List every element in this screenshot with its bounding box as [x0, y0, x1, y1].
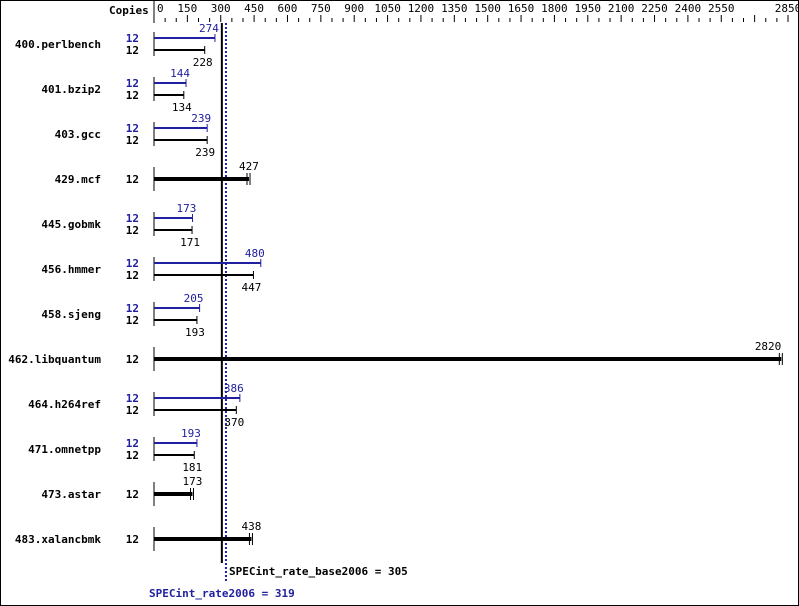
base-value-label: 173 [183, 475, 203, 488]
peak-value-label: 274 [199, 22, 219, 35]
base-copies: 12 [126, 89, 139, 102]
base-value-label: 2820 [755, 340, 782, 353]
axis-tick-label: 150 [177, 2, 197, 15]
base-value-label: 193 [185, 326, 205, 339]
base-copies: 12 [126, 488, 139, 501]
peak-copies: 12 [126, 437, 139, 450]
benchmark-name: 473.astar [41, 488, 101, 501]
axis-label: Copies [109, 4, 149, 17]
base-value-label: 181 [182, 461, 202, 474]
axis-tick-label: 1350 [441, 2, 468, 15]
base-copies: 12 [126, 353, 139, 366]
axis-tick-label: 2550 [708, 2, 735, 15]
peak-value-label: 205 [184, 292, 204, 305]
base-copies: 12 [126, 269, 139, 282]
peak-value-label: 480 [245, 247, 265, 260]
axis-tick-label: 600 [278, 2, 298, 15]
benchmark-name: 403.gcc [55, 128, 101, 141]
base-copies: 12 [126, 173, 139, 186]
peak-value-label: 386 [224, 382, 244, 395]
axis-tick-label: 750 [311, 2, 331, 15]
axis-tick-label: 2850 [775, 2, 798, 15]
benchmark-name: 401.bzip2 [41, 83, 101, 96]
base-copies: 12 [126, 449, 139, 462]
benchmark-name: 471.omnetpp [28, 443, 101, 456]
peak-summary-label: SPECint_rate2006 = 319 [149, 587, 295, 600]
peak-copies: 12 [126, 77, 139, 90]
axis-tick-label: 0 [157, 2, 164, 15]
peak-value-label: 239 [191, 112, 211, 125]
benchmark-name: 400.perlbench [15, 38, 101, 51]
axis-tick-label: 2250 [641, 2, 668, 15]
axis-tick-label: 1050 [374, 2, 401, 15]
base-value-label: 447 [242, 281, 262, 294]
base-value-label: 171 [180, 236, 200, 249]
axis-tick-label: 1200 [408, 2, 435, 15]
peak-copies: 12 [126, 122, 139, 135]
base-value-label: 438 [241, 520, 261, 533]
axis-tick-label: 300 [211, 2, 231, 15]
axis-tick-label: 1500 [474, 2, 501, 15]
base-copies: 12 [126, 134, 139, 147]
base-copies: 12 [126, 314, 139, 327]
axis-tick-label: 1800 [541, 2, 568, 15]
base-value-label: 239 [195, 146, 215, 159]
benchmark-name: 483.xalancbmk [15, 533, 101, 546]
benchmark-name: 458.sjeng [41, 308, 101, 321]
base-copies: 12 [126, 224, 139, 237]
peak-copies: 12 [126, 32, 139, 45]
benchmark-name: 456.hmmer [41, 263, 101, 276]
benchmark-name: 464.h264ref [28, 398, 101, 411]
axis-tick-label: 450 [244, 2, 264, 15]
axis-tick-label: 1950 [575, 2, 602, 15]
base-value-label: 228 [193, 56, 213, 69]
base-copies: 12 [126, 533, 139, 546]
base-value-label: 427 [239, 160, 259, 173]
base-value-label: 134 [172, 101, 192, 114]
peak-copies: 12 [126, 212, 139, 225]
peak-copies: 12 [126, 392, 139, 405]
base-copies: 12 [126, 44, 139, 57]
peak-value-label: 193 [181, 427, 201, 440]
benchmark-name: 462.libquantum [8, 353, 101, 366]
base-copies: 12 [126, 404, 139, 417]
base-value-label: 370 [224, 416, 244, 429]
peak-value-label: 144 [170, 67, 190, 80]
peak-value-label: 173 [177, 202, 197, 215]
benchmark-name: 445.gobmk [41, 218, 101, 231]
base-summary-label: SPECint_rate_base2006 = 305 [229, 565, 408, 578]
axis-tick-label: 900 [344, 2, 364, 15]
peak-copies: 12 [126, 257, 139, 270]
axis-tick-label: 2100 [608, 2, 635, 15]
axis-tick-label: 2400 [675, 2, 702, 15]
peak-copies: 12 [126, 302, 139, 315]
axis-tick-label: 1650 [508, 2, 535, 15]
benchmark-name: 429.mcf [55, 173, 101, 186]
